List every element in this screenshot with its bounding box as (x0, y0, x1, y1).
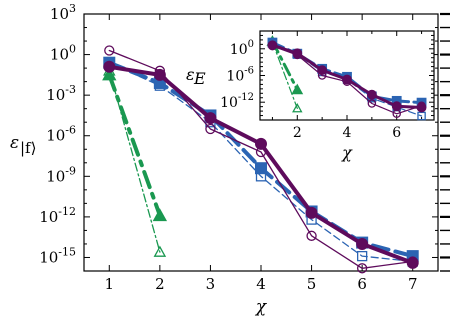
inset-series-line (270, 39, 299, 92)
main-series-line (108, 49, 414, 269)
main-x-tick-label: 3 (206, 275, 216, 293)
inset-ticks: 2 4 6 100 10-6 10-12 (220, 30, 434, 141)
inset-data-point (317, 71, 327, 80)
main-data-point (255, 162, 267, 175)
main-y-axis-label: ε |f⟩ (10, 133, 36, 157)
main-data-point (153, 245, 167, 257)
inset-y-axis-label-subscript: E (193, 69, 206, 88)
inset-x-axis-label: χ (341, 143, 353, 162)
main-data-point (255, 137, 267, 150)
main-data-point (356, 237, 369, 250)
main-y-tick-label: 10-6 (46, 124, 76, 145)
main-series-line (108, 62, 414, 263)
main-data-point (255, 146, 267, 158)
inset-y-tick-label: 10-6 (226, 66, 254, 85)
main-x-tick-label: 4 (256, 275, 266, 293)
main-data-point (104, 45, 115, 56)
inset-data-point (291, 83, 304, 95)
main-data-point (154, 65, 166, 76)
inset-y-tick-label: 10-12 (220, 92, 254, 111)
inset-y-axis-label-epsilon: ε (186, 65, 195, 84)
main-y-tick-label: 10-9 (46, 164, 76, 185)
main-data-point (255, 171, 267, 182)
inset-data-point (293, 50, 302, 60)
main-y-tick-label: 10-12 (39, 205, 76, 226)
inset-series (266, 35, 427, 121)
inset-plot: 2 4 6 100 10-6 10-12 χ ε E (186, 30, 435, 162)
main-data-point (407, 256, 418, 267)
inset-x-tick-label: 6 (392, 125, 401, 141)
main-series-line (107, 72, 162, 218)
main-x-tick-label: 6 (357, 275, 367, 293)
main-data-point (102, 67, 117, 81)
inset-data-point (342, 77, 352, 86)
inset-x-tick-label: 2 (293, 125, 302, 141)
main-data-point (305, 206, 318, 219)
main-x-axis-label: χ (255, 297, 268, 317)
main-x-tick-label: 2 (155, 275, 165, 293)
main-y-tick-label: 100 (50, 43, 76, 64)
inset-x-tick-label: 4 (343, 125, 352, 141)
inset-data-point (391, 101, 402, 112)
main-y-axis-label-subscript: |f⟩ (20, 139, 36, 157)
inset-data-point (417, 101, 426, 111)
inset-series-line (271, 45, 423, 115)
main-y-tick-label: 10-3 (46, 83, 76, 104)
main-data-point (356, 250, 368, 262)
main-data-point (356, 263, 368, 274)
main-data-point (306, 230, 317, 241)
main-ticks: 1 2 3 4 5 6 7 103 100 10-3 10-6 10-9 10-12 10-15 (39, 2, 450, 293)
main-data-point (152, 208, 168, 222)
main-plot: 1 2 3 4 5 6 7 103 100 10-3 10-6 10-9 10-12 10-15 χ ε … (10, 2, 450, 317)
inset-series-line (271, 41, 298, 109)
inset-data-point (392, 109, 401, 119)
main-series-line (108, 70, 161, 253)
inset-y-tick-label: 100 (230, 39, 254, 58)
main-x-tick-label: 5 (307, 275, 317, 293)
main-y-tick-label: 10-15 (39, 245, 76, 266)
inset-data-point (366, 89, 377, 100)
inset-data-point (367, 99, 377, 108)
inset-data-point (292, 102, 303, 113)
main-y-axis-label-epsilon: ε (10, 133, 19, 153)
main-x-tick-label: 1 (105, 275, 115, 293)
main-data-point (205, 123, 216, 135)
inset-y-axis-label: ε E (186, 65, 206, 88)
inset-data-point (268, 41, 277, 51)
main-x-tick-label: 7 (408, 275, 418, 293)
main-series (102, 45, 419, 274)
main-data-point (103, 60, 116, 73)
main-y-tick-label: 103 (50, 2, 76, 23)
main-data-point (154, 80, 166, 91)
main-data-point (204, 112, 217, 125)
